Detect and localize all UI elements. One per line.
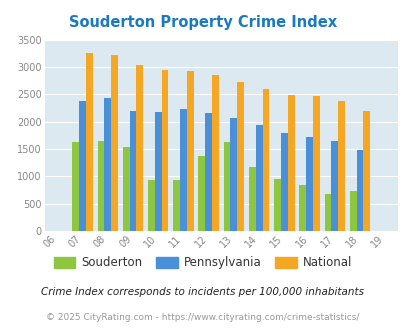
Bar bbox=[129, 111, 136, 231]
Bar bbox=[280, 133, 287, 231]
Bar bbox=[362, 111, 369, 231]
Bar bbox=[186, 71, 193, 231]
Bar bbox=[198, 156, 205, 231]
Bar bbox=[337, 101, 344, 231]
Text: Crime Index corresponds to incidents per 100,000 inhabitants: Crime Index corresponds to incidents per… bbox=[41, 287, 364, 297]
Bar bbox=[122, 147, 129, 231]
Bar bbox=[330, 141, 337, 231]
Bar bbox=[179, 109, 186, 231]
Bar bbox=[211, 75, 218, 231]
Bar bbox=[104, 98, 111, 231]
Bar bbox=[79, 101, 86, 231]
Bar bbox=[230, 118, 237, 231]
Bar bbox=[136, 65, 143, 231]
Bar bbox=[305, 137, 312, 231]
Bar bbox=[147, 180, 154, 231]
Bar bbox=[205, 114, 211, 231]
Bar bbox=[97, 141, 104, 231]
Bar bbox=[173, 180, 179, 231]
Bar bbox=[161, 70, 168, 231]
Text: Souderton Property Crime Index: Souderton Property Crime Index bbox=[69, 15, 336, 30]
Bar bbox=[349, 191, 356, 231]
Bar bbox=[255, 125, 262, 231]
Bar bbox=[262, 89, 269, 231]
Bar bbox=[324, 194, 330, 231]
Legend: Souderton, Pennsylvania, National: Souderton, Pennsylvania, National bbox=[49, 252, 356, 274]
Bar bbox=[298, 185, 305, 231]
Bar bbox=[154, 112, 161, 231]
Bar bbox=[356, 149, 362, 231]
Bar bbox=[86, 53, 92, 231]
Bar bbox=[273, 179, 280, 231]
Bar bbox=[72, 143, 79, 231]
Bar bbox=[248, 167, 255, 231]
Bar bbox=[111, 55, 118, 231]
Bar bbox=[312, 96, 319, 231]
Text: © 2025 CityRating.com - https://www.cityrating.com/crime-statistics/: © 2025 CityRating.com - https://www.city… bbox=[46, 313, 359, 322]
Bar bbox=[237, 82, 243, 231]
Bar bbox=[287, 95, 294, 231]
Bar bbox=[223, 143, 230, 231]
